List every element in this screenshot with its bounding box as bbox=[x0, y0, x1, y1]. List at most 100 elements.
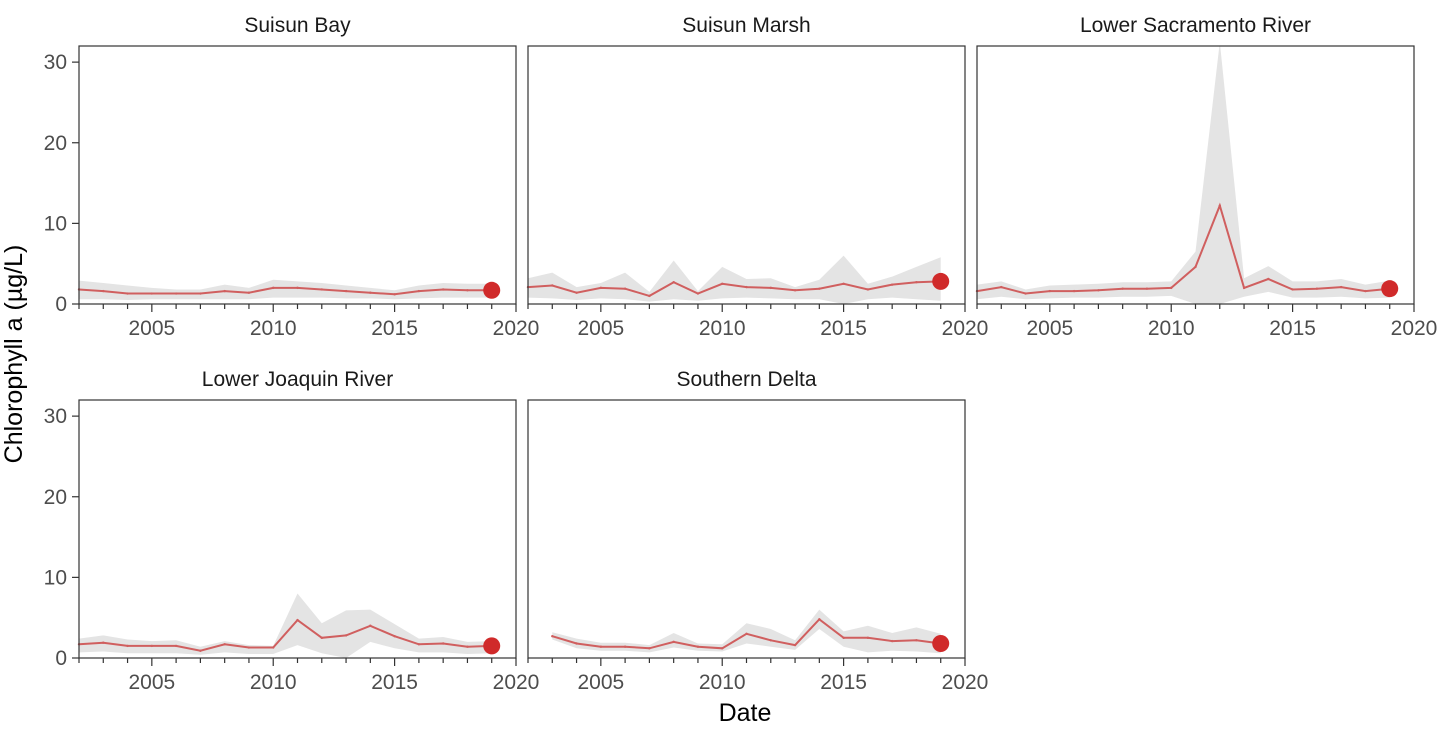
data-point bbox=[466, 289, 469, 292]
x-tick-label: 2010 bbox=[1148, 317, 1195, 340]
data-point bbox=[417, 643, 421, 646]
data-point bbox=[696, 645, 700, 648]
data-point bbox=[126, 292, 129, 295]
data-point bbox=[1072, 289, 1076, 293]
x-tick-label: 2020 bbox=[942, 317, 989, 340]
data-point bbox=[1267, 277, 1270, 281]
x-tick-label: 2010 bbox=[699, 671, 746, 694]
panel-title: Lower Sacramento River bbox=[1080, 14, 1311, 37]
data-point bbox=[648, 294, 651, 298]
data-point bbox=[745, 632, 748, 636]
data-point bbox=[599, 645, 603, 648]
data-point bbox=[672, 640, 675, 644]
data-point bbox=[1097, 289, 1100, 292]
panel-title: Suisun Marsh bbox=[682, 14, 810, 37]
data-point bbox=[866, 288, 870, 291]
y-axis-title: Chlorophyll a (µg/L) bbox=[0, 245, 28, 464]
highlight-point bbox=[932, 272, 950, 290]
data-point bbox=[369, 624, 372, 627]
y-tick-label: 20 bbox=[44, 132, 67, 155]
data-point bbox=[199, 649, 202, 652]
confidence-band bbox=[977, 46, 1390, 304]
x-tick-label: 2005 bbox=[1026, 317, 1073, 340]
data-point bbox=[247, 646, 251, 649]
x-tick-label: 2005 bbox=[577, 317, 624, 340]
x-tick-label: 2015 bbox=[371, 317, 418, 340]
data-point bbox=[174, 644, 178, 648]
data-point bbox=[648, 647, 651, 650]
x-tick-label: 2005 bbox=[128, 671, 175, 694]
x-tick-label: 2015 bbox=[371, 671, 418, 694]
data-point bbox=[890, 639, 894, 643]
x-tick-label: 2015 bbox=[1269, 317, 1316, 340]
data-point bbox=[1364, 289, 1367, 293]
x-tick-label: 2020 bbox=[1391, 317, 1438, 340]
data-point bbox=[1315, 287, 1319, 290]
confidence-band bbox=[552, 609, 941, 654]
data-point bbox=[721, 282, 724, 286]
data-point bbox=[223, 289, 226, 293]
data-point bbox=[575, 642, 578, 645]
data-point bbox=[818, 618, 821, 621]
highlight-point bbox=[483, 637, 501, 655]
series-line bbox=[78, 618, 492, 652]
series-line bbox=[78, 286, 492, 296]
data-point bbox=[272, 646, 275, 649]
data-point bbox=[417, 289, 421, 293]
series-line bbox=[527, 280, 941, 297]
data-point bbox=[745, 285, 748, 289]
data-point bbox=[199, 292, 202, 295]
x-tick-label: 2010 bbox=[250, 671, 297, 694]
data-point bbox=[842, 636, 845, 640]
x-tick-label: 2015 bbox=[820, 317, 867, 340]
data-point bbox=[623, 287, 627, 290]
data-point bbox=[174, 292, 178, 295]
data-point bbox=[320, 636, 323, 640]
data-point bbox=[623, 645, 627, 648]
data-point bbox=[915, 281, 918, 284]
data-point bbox=[247, 291, 251, 294]
data-point bbox=[890, 283, 894, 286]
y-tick-label: 0 bbox=[55, 293, 67, 316]
x-tick-label: 2010 bbox=[699, 317, 746, 340]
data-point bbox=[150, 292, 154, 295]
x-tick-label: 2020 bbox=[493, 671, 540, 694]
facet-panel: Suisun Marsh 2005 2010 2015 2020 bbox=[526, 14, 989, 340]
data-point bbox=[1048, 289, 1052, 293]
data-point bbox=[866, 636, 870, 640]
x-tick-label: 2015 bbox=[820, 671, 867, 694]
facet-panel: Lower Joaquin River 2005 2010 2015 2020 0 10 20… bbox=[44, 368, 540, 694]
data-point bbox=[599, 286, 603, 290]
data-point bbox=[793, 643, 797, 647]
data-point bbox=[102, 289, 105, 293]
data-point bbox=[1024, 292, 1027, 295]
data-point bbox=[1000, 285, 1003, 289]
x-axis-title: Date bbox=[719, 699, 772, 727]
data-point bbox=[793, 289, 797, 292]
panel-border bbox=[527, 45, 966, 305]
data-point bbox=[223, 643, 226, 646]
y-tick-label: 30 bbox=[44, 51, 67, 74]
y-tick-label: 10 bbox=[44, 566, 67, 589]
data-point bbox=[551, 635, 554, 638]
data-point bbox=[320, 288, 323, 291]
data-point bbox=[1218, 204, 1221, 207]
panel-title: Lower Joaquin River bbox=[202, 368, 393, 391]
data-point bbox=[441, 642, 445, 645]
data-point bbox=[769, 286, 772, 290]
data-point bbox=[441, 288, 445, 291]
data-point bbox=[150, 644, 154, 648]
data-point bbox=[1145, 287, 1149, 290]
facet-panel: Lower Sacramento River 2005 2010 2015 2020 bbox=[975, 14, 1438, 340]
data-point bbox=[126, 644, 129, 648]
data-point bbox=[818, 287, 821, 290]
x-tick-label: 2005 bbox=[577, 671, 624, 694]
series-line bbox=[976, 202, 1390, 295]
data-point bbox=[393, 635, 396, 638]
data-point bbox=[1291, 288, 1294, 291]
confidence-band bbox=[79, 593, 492, 658]
data-point bbox=[672, 281, 675, 284]
x-tick-label: 2005 bbox=[128, 317, 175, 340]
panel-border bbox=[527, 399, 966, 659]
data-point bbox=[344, 289, 348, 293]
